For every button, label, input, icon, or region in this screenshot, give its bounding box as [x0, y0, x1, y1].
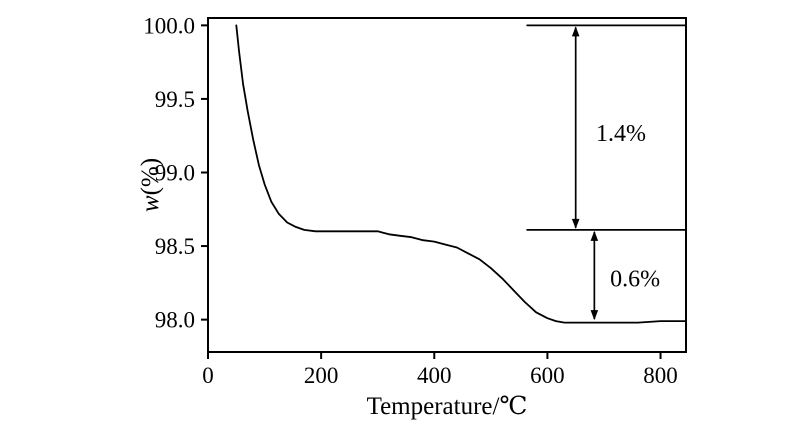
- arrowhead-down-icon: [590, 310, 599, 321]
- arrowhead-down-icon: [571, 218, 580, 229]
- plot-frame: [207, 17, 687, 353]
- y-tick-label: 98.0: [155, 308, 195, 333]
- y-tick-label: 100.0: [143, 13, 195, 38]
- mass-loss-label: 1.4%: [596, 121, 646, 147]
- mass-loss-label: 0.6%: [610, 266, 660, 292]
- x-tick-label: 600: [530, 363, 565, 388]
- y-tick-label: 99.0: [155, 160, 195, 185]
- x-axis-label: Temperature/℃: [367, 393, 528, 420]
- x-tick-label: 800: [643, 363, 678, 388]
- y-tick-label: 99.5: [155, 87, 195, 112]
- y-axis-label: w(%): [137, 158, 164, 212]
- arrowhead-up-icon: [571, 26, 580, 37]
- x-tick-label: 400: [417, 363, 452, 388]
- x-tick-label: 200: [304, 363, 339, 388]
- y-tick-label: 98.5: [155, 234, 195, 259]
- arrowhead-up-icon: [590, 230, 599, 241]
- x-tick-label: 0: [202, 363, 214, 388]
- tg-curve: [235, 24, 687, 324]
